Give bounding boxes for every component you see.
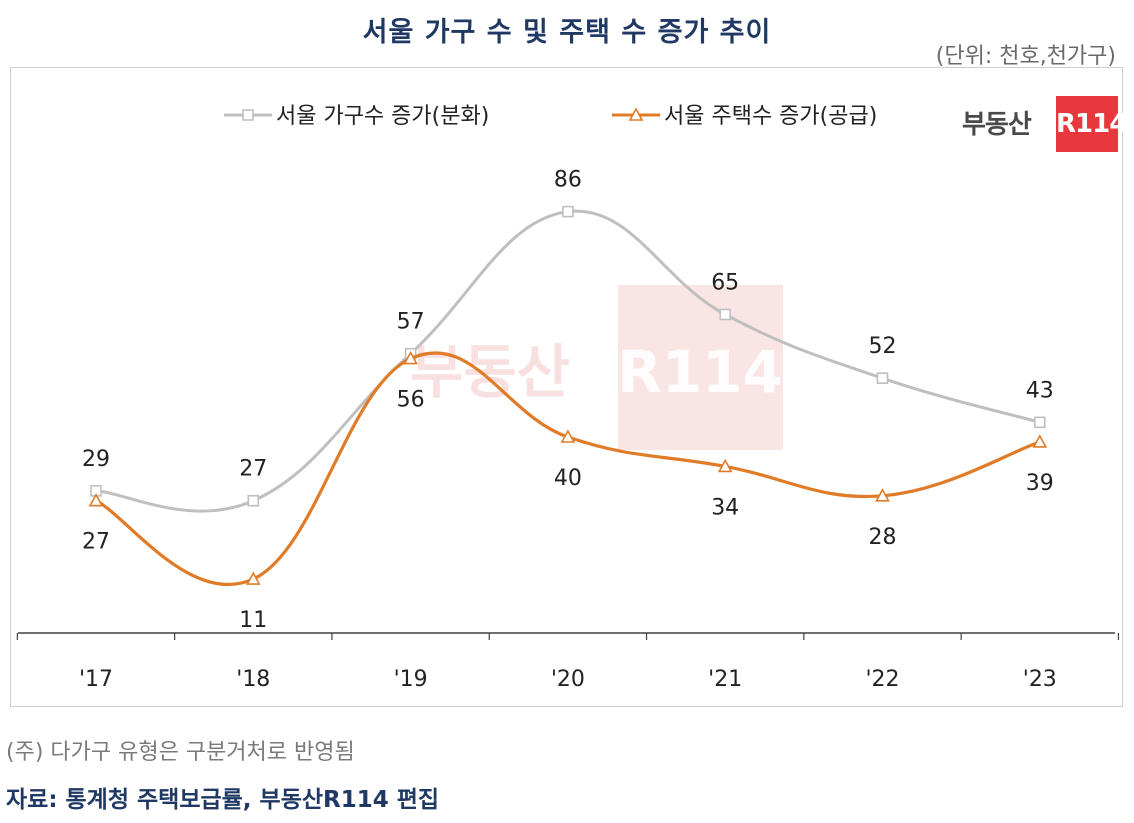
series-household: 29 27 57 86 65 52 43 xyxy=(82,168,1054,513)
x-tick-label: '23 xyxy=(1023,667,1057,692)
data-point-marker xyxy=(403,350,418,365)
data-label: 86 xyxy=(554,168,582,193)
data-point-marker xyxy=(876,372,889,385)
footnote: (주) 다가구 유형은 구분거처로 반영됨 xyxy=(6,740,355,765)
logo-badge: R114 xyxy=(1056,96,1127,152)
data-label: 57 xyxy=(397,310,425,335)
legend-marker xyxy=(242,109,254,121)
data-label: 27 xyxy=(82,530,110,555)
x-tick-label: '17 xyxy=(79,667,113,692)
data-point-marker xyxy=(1032,434,1048,448)
x-tick-label: '21 xyxy=(708,667,742,692)
data-label: 39 xyxy=(1026,471,1054,496)
legend-label: 서울 가구수 증가(분화) xyxy=(276,104,489,129)
x-axis: '17 '18 '19 '20 '21 '22 '23 xyxy=(16,632,1120,692)
legend-marker xyxy=(628,107,644,121)
legend-label: 서울 주택수 증가(공급) xyxy=(664,104,877,129)
data-label: 34 xyxy=(711,495,739,520)
data-label: 27 xyxy=(239,457,267,482)
data-point-marker xyxy=(717,458,733,473)
data-point-marker xyxy=(560,429,576,443)
data-point-marker xyxy=(875,488,890,502)
logo-text: 부동산 xyxy=(962,110,1032,140)
chart-title: 서울 가구 수 및 주택 수 증가 추이 xyxy=(362,17,772,48)
chart-frame xyxy=(10,67,1123,707)
legend: 서울 가구수 증가(분화) 서울 주택수 증가(공급) xyxy=(224,104,877,129)
data-label: 11 xyxy=(239,608,267,633)
data-point-marker xyxy=(247,494,260,507)
data-point-marker xyxy=(245,571,261,585)
x-tick-label: '22 xyxy=(865,667,899,692)
data-point-marker xyxy=(88,493,104,507)
data-point-marker xyxy=(1034,416,1046,429)
data-label: 56 xyxy=(397,388,425,413)
x-tick-label: '20 xyxy=(551,667,585,692)
data-label: 52 xyxy=(869,334,897,359)
data-label: 29 xyxy=(82,447,110,472)
data-label: 65 xyxy=(711,271,739,296)
x-tick-label: '18 xyxy=(236,667,270,692)
data-point-marker xyxy=(562,205,574,218)
unit-label: (단위: 천호,천가구) xyxy=(935,44,1116,69)
watermark-badge xyxy=(618,285,783,450)
watermark: 부동산 R114 xyxy=(410,285,783,450)
data-label: 40 xyxy=(554,466,582,491)
x-tick-label: '19 xyxy=(394,667,428,692)
source-note: 자료: 통계청 주택보급률, 부동산R114 편집 xyxy=(6,787,440,813)
data-point-marker xyxy=(719,308,732,321)
watermark-badge-text: R114 xyxy=(617,338,783,406)
watermark-text: 부동산 xyxy=(410,338,570,406)
series-housing: 27 11 56 40 34 28 39 xyxy=(82,350,1054,633)
data-label: 43 xyxy=(1026,378,1054,403)
data-label: 28 xyxy=(869,525,897,550)
